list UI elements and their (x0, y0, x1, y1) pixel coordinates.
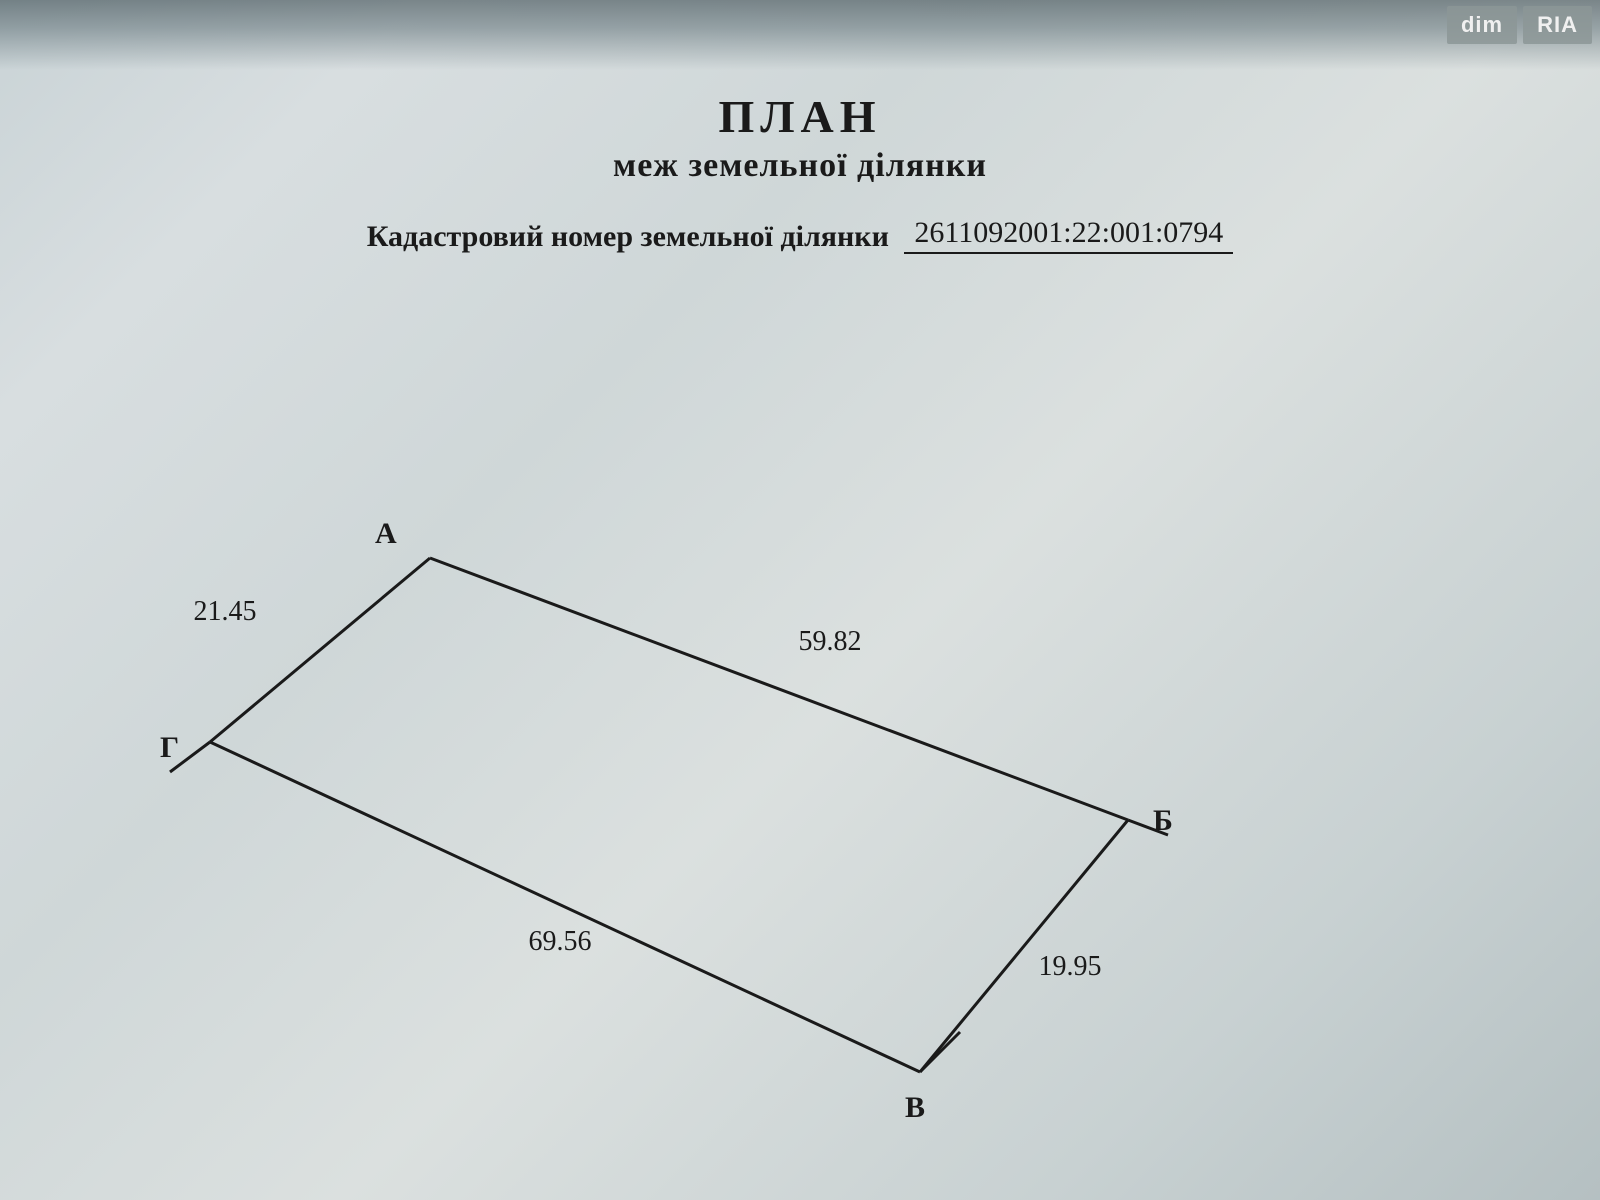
edge-length-label: 69.56 (529, 926, 592, 957)
watermark-dim: dim (1447, 6, 1517, 44)
plot-edge (430, 558, 1128, 820)
vertex-label: А (375, 517, 397, 550)
edge-length-label: 59.82 (799, 626, 862, 657)
plot-edge (920, 820, 1128, 1072)
edge-length-label: 19.95 (1039, 951, 1102, 982)
document-page: ПЛАН меж земельної ділянки Кадастровий н… (0, 0, 1600, 1200)
plot-diagram: 59.82 19.95 69.56 21.45 А Б В Г (0, 0, 1600, 1200)
vertex-label: Г (160, 731, 179, 764)
vertex-label: Б (1153, 804, 1173, 837)
plot-edge (210, 742, 920, 1072)
watermark-ria-text: RIA (1537, 12, 1578, 37)
watermark-ria: RIA (1523, 6, 1592, 44)
tick-extension (920, 1032, 960, 1072)
edge-length-label: 21.45 (194, 596, 257, 627)
vertex-label: В (905, 1091, 925, 1124)
watermark: dim RIA (1447, 6, 1592, 44)
plot-edge (210, 558, 430, 742)
